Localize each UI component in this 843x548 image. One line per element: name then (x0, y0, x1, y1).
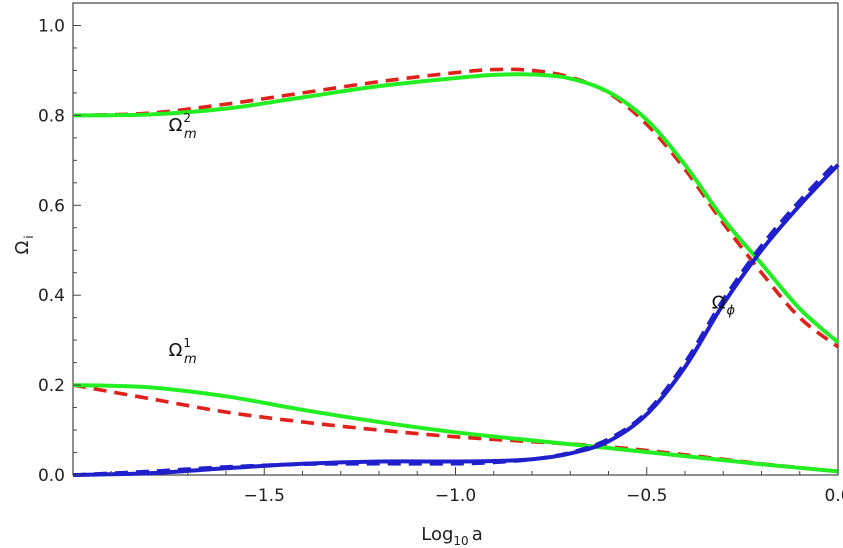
series-line-5 (72, 159, 840, 477)
annotation-om1: Ω1 m (169, 336, 197, 367)
x-axis-label: Log10 a (421, 524, 482, 548)
y-axis-ticks: 0.0 0.2 0.4 0.6 0.8 1.0 (38, 16, 81, 486)
y-tick-label: 0.0 (38, 466, 65, 486)
y-tick-label: 0.6 (38, 196, 65, 216)
annotation-om2: Ω2 m (169, 111, 197, 142)
series-line-2 (72, 72, 840, 344)
series-layer (72, 67, 840, 477)
annotation-ophi: Ωϕ (712, 293, 736, 319)
x-tick-label: −0.5 (626, 486, 667, 506)
x-axis-ticks: −1.5 −1.0 −0.5 0.0 (110, 467, 843, 506)
series-line-6 (72, 163, 840, 477)
y-axis-label: Ωi (12, 235, 36, 254)
x-tick-label: −1.0 (435, 486, 476, 506)
x-tick-label: 0.0 (824, 486, 843, 506)
x-tick-label: −1.5 (244, 486, 285, 506)
y-tick-label: 0.4 (38, 286, 65, 306)
series-line-4 (72, 383, 839, 474)
y-tick-label: 1.0 (38, 16, 65, 36)
y-tick-label: 0.2 (38, 376, 65, 396)
curve-annotations: Ω2 m Ω1 m Ωϕ (169, 111, 736, 367)
series-line-1 (72, 67, 840, 349)
y-tick-label: 0.8 (38, 106, 65, 126)
